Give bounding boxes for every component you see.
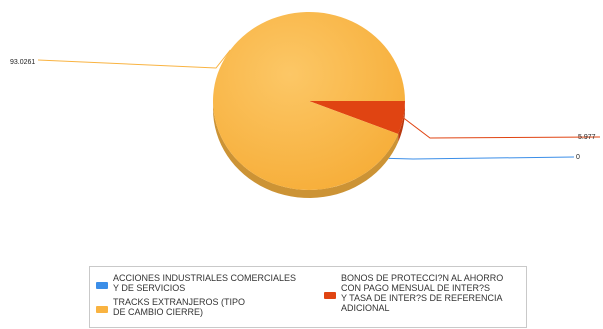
pie-side-2 [398,101,405,142]
pie-slice-2 [309,101,405,134]
legend-label-acciones: ACCIONES INDUSTRIALES COMERCIALES Y DE S… [113,273,297,293]
data-label-2: 5.977 [578,134,596,141]
legend-swatch-tracks [96,306,108,313]
legend-swatch-acciones [96,282,108,289]
leader-line-1 [37,49,231,69]
data-label-1: 93.0261 [10,59,35,66]
chart-legend: ACCIONES INDUSTRIALES COMERCIALES Y DE S… [89,266,527,328]
legend-swatch-bonos [324,292,336,299]
leader-line-0 [388,156,575,160]
pie-slice-1 [212,12,405,191]
legend-label-tracks: TRACKS EXTRANJEROS (TIPO DE CAMBIO CIERR… [113,297,246,317]
legend-label-bonos: BONOS DE PROTECCI?N AL AHORRO CON PAGO M… [341,273,504,313]
leader-line-2 [402,117,601,139]
data-label-0: 0 [576,154,580,161]
